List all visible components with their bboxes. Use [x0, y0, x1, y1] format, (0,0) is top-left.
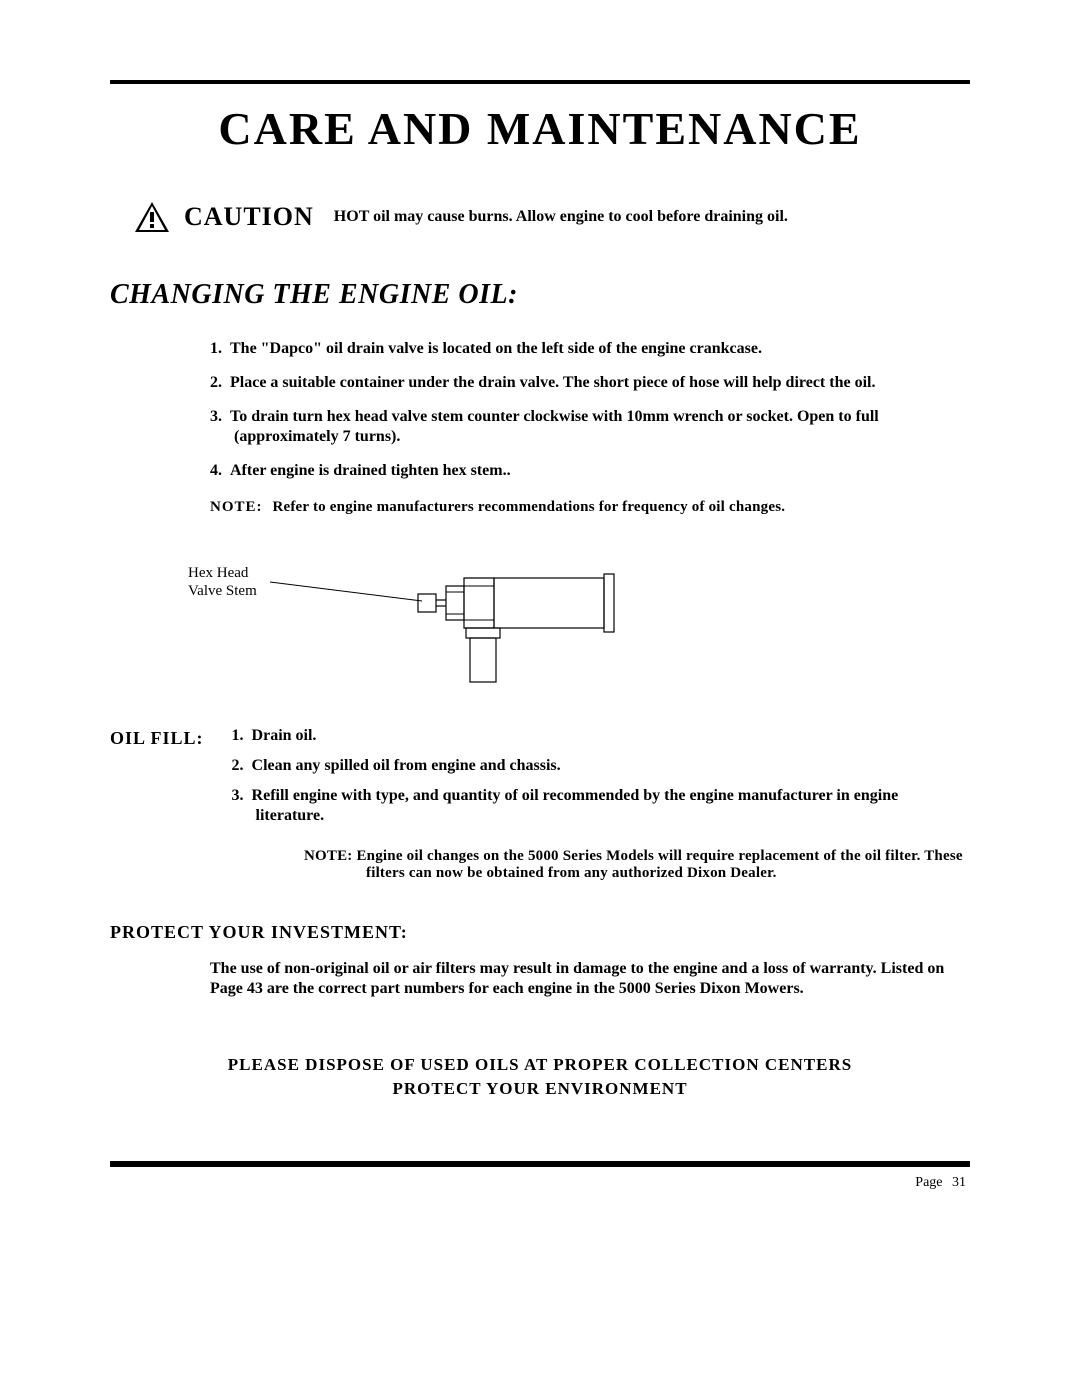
protect-text: The use of non-original oil or air filte…: [110, 959, 970, 999]
page-number-value: 31: [952, 1175, 966, 1190]
list-item: 3. To drain turn hex head valve stem cou…: [210, 407, 970, 447]
caution-row: CAUTION HOT oil may cause burns. Allow e…: [110, 201, 970, 233]
note-text: Engine oil changes on the 5000 Series Mo…: [356, 848, 962, 881]
oil-fill-row: OIL FILL: 1. Drain oil. 2. Clean any spi…: [110, 726, 970, 836]
list-item: 4. After engine is drained tighten hex s…: [210, 461, 970, 481]
env-line: PLEASE DISPOSE OF USED OILS AT PROPER CO…: [228, 1055, 852, 1074]
valve-diagram: Hex Head Valve Stem: [110, 546, 970, 716]
top-rule: [110, 80, 970, 84]
changing-oil-list: 1. The "Dapco" oil drain valve is locate…: [110, 339, 970, 481]
page: CARE AND MAINTENANCE CAUTION HOT oil may…: [0, 0, 1080, 1397]
page-label: Page: [915, 1175, 942, 1190]
diagram-label: Hex Head Valve Stem: [188, 564, 257, 600]
diagram-label-line: Valve Stem: [188, 583, 257, 599]
list-item: 1. The "Dapco" oil drain valve is locate…: [210, 339, 970, 359]
changing-oil-note: NOTE: Refer to engine manufacturers reco…: [110, 499, 970, 516]
list-item: 2. Clean any spilled oil from engine and…: [232, 756, 970, 776]
list-item-text: Place a suitable container under the dra…: [230, 374, 875, 391]
list-item-text: To drain turn hex head valve stem counte…: [230, 408, 879, 445]
list-item-text: The "Dapco" oil drain valve is located o…: [230, 340, 762, 357]
list-item-text: Drain oil.: [252, 727, 317, 744]
note-text: Refer to engine manufacturers recommenda…: [272, 499, 785, 515]
list-item-text: Clean any spilled oil from engine and ch…: [252, 757, 561, 774]
env-line: PROTECT YOUR ENVIRONMENT: [392, 1079, 687, 1098]
list-item: 1. Drain oil.: [232, 726, 970, 746]
oil-fill-heading: OIL FILL:: [110, 726, 204, 749]
warning-icon: [134, 201, 170, 233]
valve-svg: [270, 556, 650, 706]
oil-fill-list: 1. Drain oil. 2. Clean any spilled oil f…: [232, 726, 970, 836]
protect-heading: PROTECT YOUR INVESTMENT:: [110, 922, 970, 943]
note-label: NOTE:: [210, 499, 263, 515]
list-item-text: Refill engine with type, and quantity of…: [252, 787, 899, 824]
page-title: CARE AND MAINTENANCE: [110, 102, 970, 155]
list-item-text: After engine is drained tighten hex stem…: [230, 462, 511, 479]
diagram-label-line: Hex Head: [188, 565, 248, 581]
caution-text: HOT oil may cause burns. Allow engine to…: [334, 208, 788, 226]
environment-notice: PLEASE DISPOSE OF USED OILS AT PROPER CO…: [110, 1053, 970, 1101]
bottom-rule: [110, 1161, 970, 1167]
page-number: Page 31: [110, 1175, 970, 1191]
caution-label: CAUTION: [184, 202, 314, 232]
oil-fill-note: NOTE: Engine oil changes on the 5000 Ser…: [238, 848, 970, 882]
section-changing-oil-heading: CHANGING THE ENGINE OIL:: [110, 279, 970, 311]
note-label: NOTE:: [304, 848, 353, 864]
list-item: 3. Refill engine with type, and quantity…: [232, 786, 970, 826]
list-item: 2. Place a suitable container under the …: [210, 373, 970, 393]
